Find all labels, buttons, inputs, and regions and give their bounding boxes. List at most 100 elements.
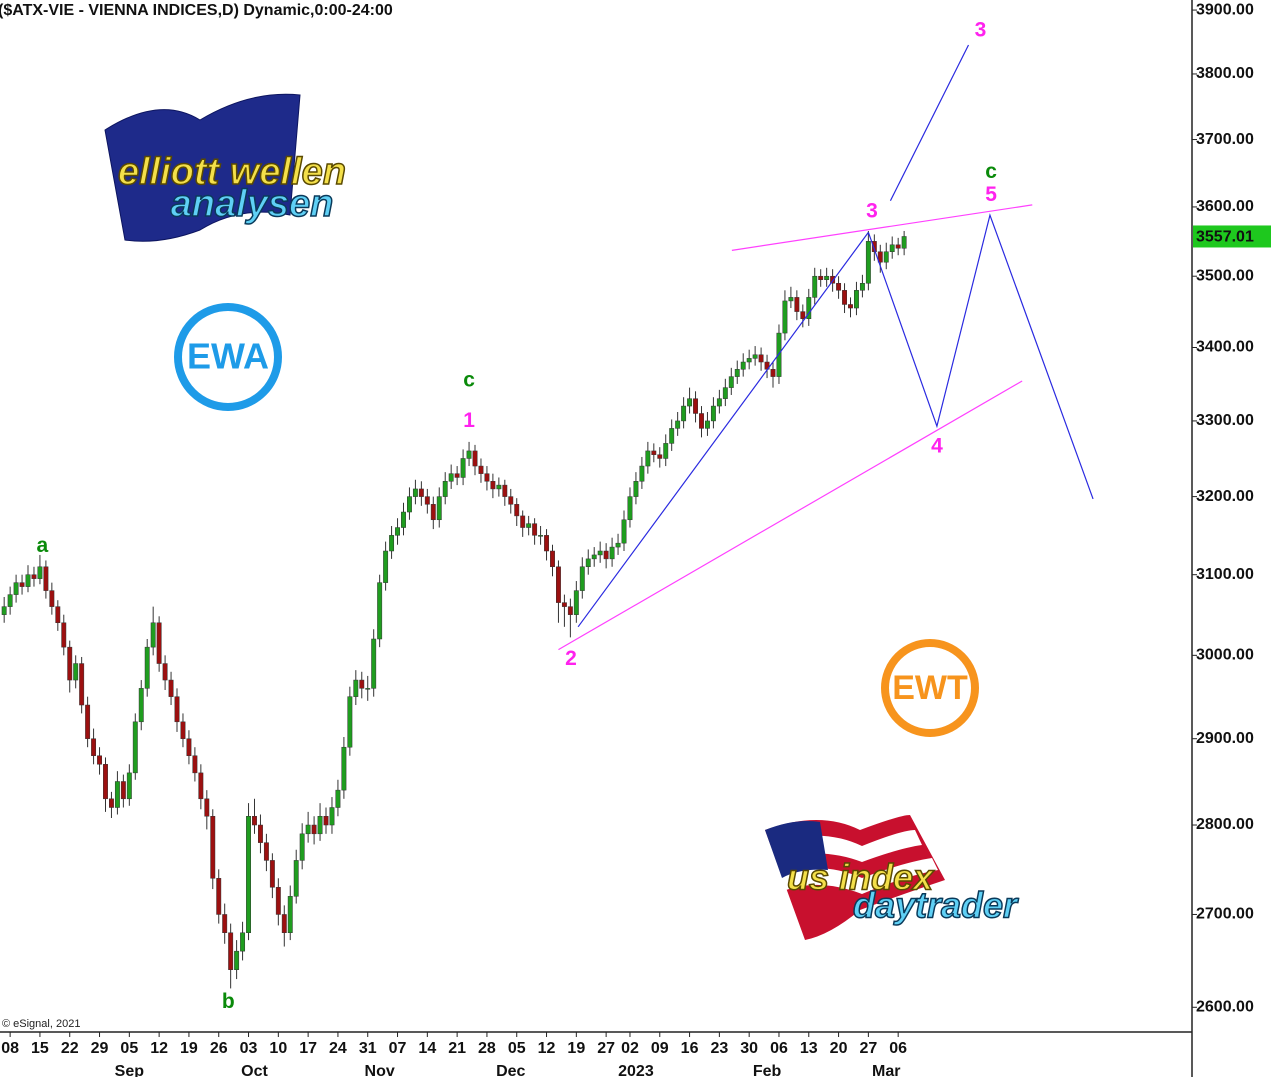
candle-body — [752, 354, 758, 359]
candle-body — [609, 546, 615, 560]
candle-body — [812, 275, 818, 298]
candle-body — [651, 450, 657, 455]
x-tick-label: 24 — [329, 1040, 347, 1057]
candle-body — [174, 696, 180, 723]
candle-body — [97, 755, 102, 765]
candle-body — [728, 376, 734, 388]
candle-body — [478, 465, 484, 474]
candle-body — [424, 496, 430, 505]
candle-body — [91, 738, 97, 756]
candle-body — [281, 914, 287, 933]
candle-body — [901, 236, 907, 249]
x-tick-label: 14 — [418, 1040, 436, 1057]
candle-body — [526, 523, 532, 528]
candle-body — [293, 860, 299, 897]
candle-body — [114, 781, 120, 808]
candle-body — [85, 704, 91, 739]
candle-body — [341, 746, 347, 791]
candle-body — [347, 696, 353, 748]
month-label: Dec — [496, 1063, 525, 1077]
logo-us-index: us index daytrader — [765, 815, 1020, 940]
y-tick-label: 3600.00 — [1196, 198, 1254, 215]
month-label: 2023 — [618, 1063, 654, 1077]
candle-body — [275, 887, 281, 915]
candle-body — [699, 413, 704, 429]
logo-text: EWA — [187, 336, 269, 377]
candle-body — [466, 450, 472, 459]
chart-title: ($ATX-VIE - VIENNA INDICES,D) Dynamic,0:… — [0, 2, 393, 19]
candle-body — [418, 488, 424, 497]
candle-body — [186, 738, 192, 756]
candle-body — [842, 290, 847, 305]
wave-label: 1 — [463, 409, 475, 432]
wave-label: 2 — [565, 647, 577, 670]
candle-body — [544, 535, 549, 552]
copyright: © eSignal, 2021 — [2, 1018, 80, 1030]
candle-body — [561, 602, 567, 607]
y-tick-label: 3900.00 — [1196, 1, 1254, 18]
y-tick-label: 3100.00 — [1196, 566, 1254, 583]
x-tick-label: 17 — [299, 1040, 317, 1057]
candle-body — [883, 251, 889, 263]
candle-body — [579, 566, 585, 591]
candle-body — [180, 721, 186, 739]
y-tick-label: 3400.00 — [1196, 339, 1254, 356]
logo-text: us index — [787, 857, 935, 898]
y-tick-label: 2900.00 — [1196, 730, 1254, 747]
candle-body — [675, 420, 681, 429]
candle-body — [192, 755, 198, 774]
candle-body — [430, 504, 436, 521]
y-tick-label: 3300.00 — [1196, 412, 1254, 429]
candle-body — [782, 300, 788, 334]
logo-text: elliott wellen — [118, 151, 346, 193]
candle-body — [156, 622, 162, 664]
candle-body — [585, 558, 591, 568]
candle-body — [567, 606, 573, 615]
x-tick-label: 05 — [120, 1040, 138, 1057]
candle-body — [615, 542, 621, 548]
candle-body — [228, 932, 234, 970]
candle-body — [335, 789, 341, 808]
y-tick-label: 2600.00 — [1196, 999, 1254, 1016]
candle-body — [871, 241, 877, 252]
candle-body — [19, 582, 25, 587]
candle-body — [794, 297, 800, 312]
wave-line — [577, 231, 869, 628]
candle-body — [645, 450, 651, 467]
candle-body — [830, 275, 836, 284]
candle-body — [365, 688, 371, 690]
month-label: Nov — [365, 1063, 395, 1077]
x-tick-label: 06 — [770, 1040, 788, 1057]
y-tick-label: 3000.00 — [1196, 647, 1254, 664]
logo-ewa: EWA — [174, 303, 282, 411]
x-tick-label: 13 — [800, 1040, 818, 1057]
y-tick-label: 3200.00 — [1196, 488, 1254, 505]
wave-line — [731, 204, 1033, 251]
candle-body — [716, 398, 722, 407]
candle-body — [305, 824, 311, 835]
x-tick-label: 03 — [240, 1040, 258, 1057]
x-tick-label: 22 — [61, 1040, 79, 1057]
candle-body — [740, 361, 746, 370]
x-tick-label: 12 — [150, 1040, 168, 1057]
candle-body — [353, 679, 359, 697]
wave-line — [889, 44, 970, 202]
logo-canton — [765, 821, 828, 878]
candle-body — [436, 496, 442, 521]
wave-label: c — [463, 369, 475, 392]
x-tick-label: 12 — [538, 1040, 556, 1057]
candle-body — [61, 622, 67, 648]
last-price-box — [1193, 225, 1271, 248]
candle-body — [299, 833, 305, 861]
candle-body — [591, 554, 597, 560]
logo-elliott-wellen: elliott wellen analysen — [104, 93, 347, 242]
x-tick-label: 15 — [31, 1040, 49, 1057]
candle-body — [800, 311, 806, 319]
candle-body — [597, 550, 603, 556]
candle-body — [442, 481, 448, 497]
candle-body — [150, 622, 156, 648]
candle-body — [836, 282, 842, 291]
candle-body — [263, 842, 269, 861]
wave-line — [558, 380, 1023, 651]
